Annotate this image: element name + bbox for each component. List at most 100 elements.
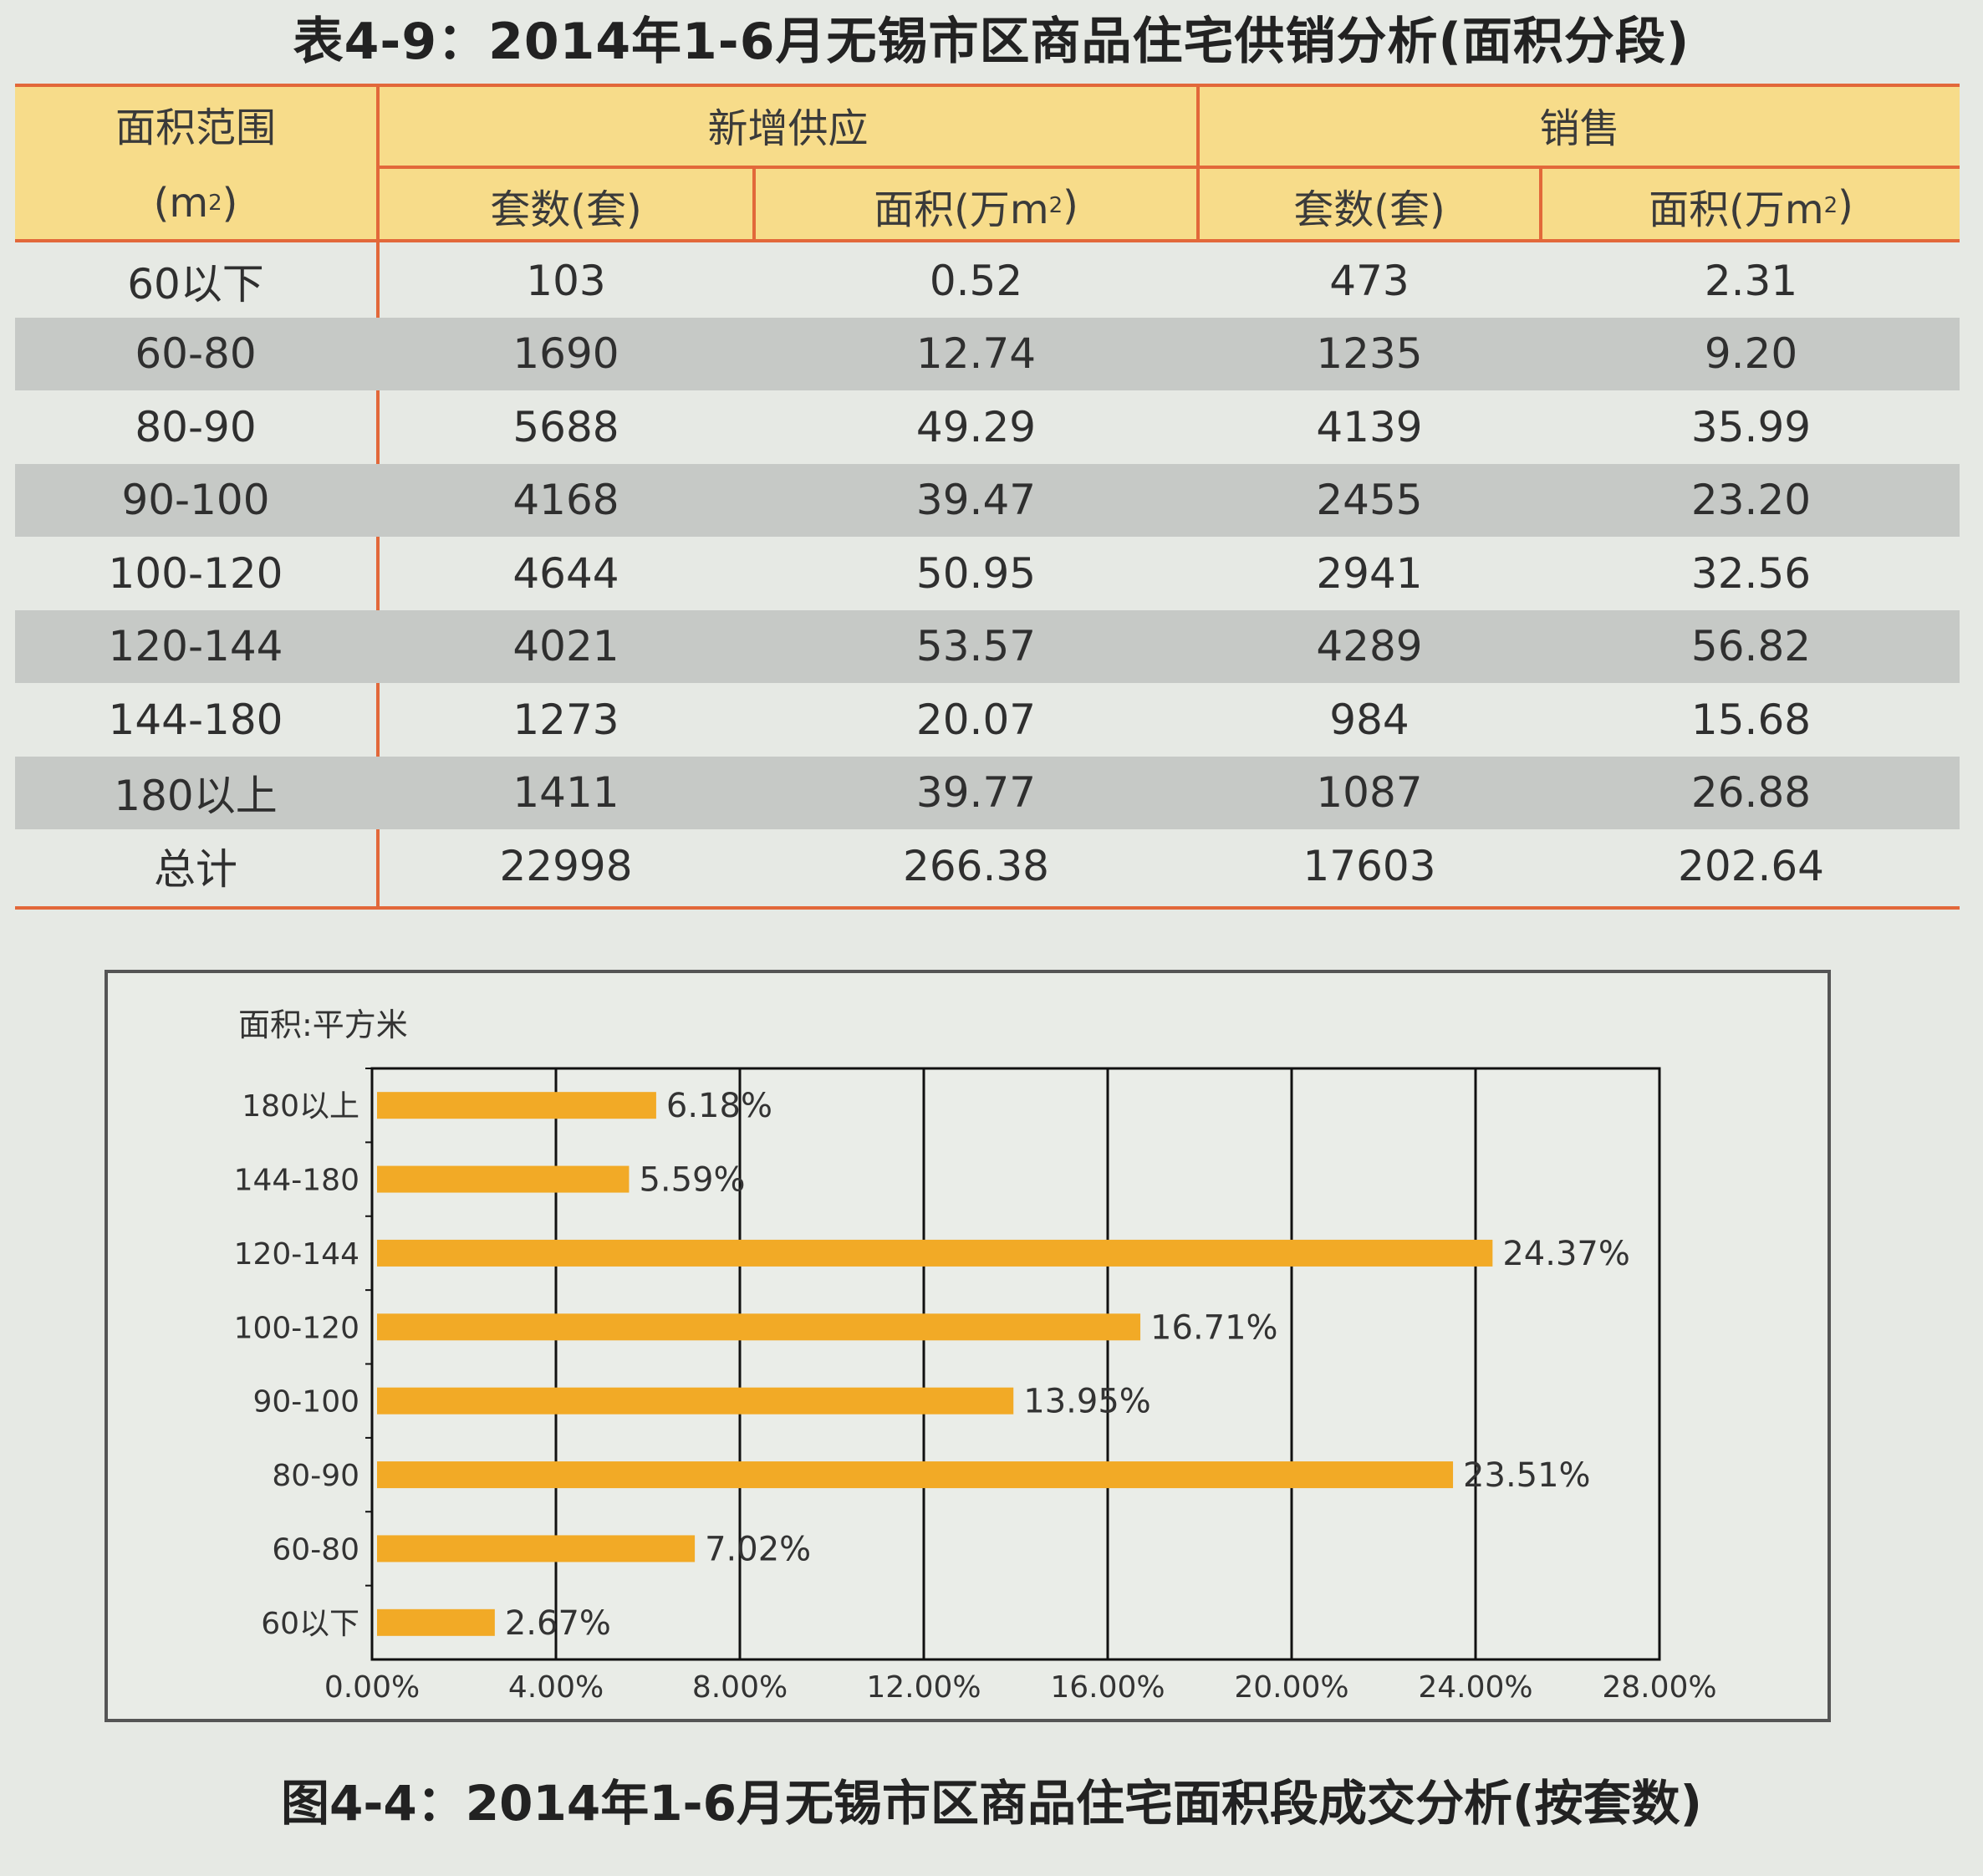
table-cell-range: 100-120 [108,548,283,598]
table-cell-supply-units: 22998 [499,841,633,890]
table-cell-sales-units: 4289 [1316,622,1423,670]
table-cell-supply-area: 0.52 [929,256,1023,305]
data-label: 6.18% [666,1087,772,1125]
table-row: 144-180 1273 20.07 984 15.68 [15,683,1960,756]
supply-units-header: 套数(套) [490,186,642,233]
x-tick-label: 24.00% [1418,1670,1532,1705]
x-tick-label: 20.00% [1234,1670,1348,1705]
y-tick-label: 80-90 [272,1459,359,1493]
table-cell-sales-units: 2941 [1316,548,1423,598]
table-cell-sales-area: 15.68 [1690,695,1812,744]
table-cell-supply-units: 5688 [512,402,619,451]
table-cell-sales-area: 202.64 [1678,841,1824,890]
table-row: 80-90 5688 49.29 4139 35.99 [15,390,1960,463]
y-tick-label: 60-80 [272,1532,359,1567]
table-row: 180以上 1411 39.77 1087 26.88 [15,756,1960,829]
y-tick-label: 144-180 [234,1164,359,1198]
bar [377,1313,1141,1341]
data-label: 5.59% [639,1161,745,1200]
y-tick-label: 120-144 [234,1237,359,1272]
table-cell-range: 80-90 [135,402,257,451]
y-tick-label: 60以下 [261,1607,359,1641]
table-cell-sales-area: 9.20 [1704,329,1798,378]
table-row: 120-144 4021 53.57 4289 56.82 [15,609,1960,683]
table-cell-supply-area: 12.74 [915,329,1037,378]
bar [377,1092,656,1119]
data-label: 24.37% [1502,1235,1630,1273]
table-cell-supply-area: 53.57 [915,622,1037,670]
sales-area-header: 面积(万m 2) [1649,182,1853,233]
plot-area [370,1067,1661,1661]
x-tick-label: 12.00% [866,1670,981,1705]
table-row: 60-80 1690 12.74 1235 9.20 [15,317,1960,390]
table-cell-sales-units: 17603 [1302,841,1436,890]
table-cell-range: 144-180 [108,695,283,744]
table-cell-supply-area: 266.38 [903,841,1049,890]
y-tick-label: 90-100 [252,1385,359,1420]
table-cell-sales-units: 473 [1329,256,1410,305]
table-cell-sales-units: 4139 [1316,402,1423,451]
table-cell-sales-units: 2455 [1316,476,1423,524]
table-cell-sales-area: 23.20 [1690,476,1812,524]
table-cell-sales-area: 2.31 [1704,256,1798,305]
table-cell-sales-area: 32.56 [1690,548,1812,598]
bar [377,1461,1454,1489]
table-cell-range: 180以上 [114,772,278,820]
bar [377,1239,1493,1267]
bar [377,1608,495,1636]
data-label: 2.67% [505,1604,611,1643]
table-row: 总计 22998 266.38 17603 202.64 [15,829,1960,902]
x-tick-label: 28.00% [1602,1670,1716,1705]
table-cell-range: 90-100 [121,476,270,524]
bar [377,1387,1014,1415]
data-label: 13.95% [1023,1383,1151,1421]
table-cell-supply-area: 39.77 [915,768,1037,817]
table-cell-range: 120-144 [108,622,283,670]
supply-area-header: 面积(万m 2) [874,182,1078,233]
sales-units-header: 套数(套) [1293,186,1445,233]
table-cell-supply-units: 103 [526,256,606,305]
y-tick-label: 100-120 [234,1311,359,1345]
x-tick-label: 4.00% [508,1670,604,1705]
table-cell-supply-units: 4168 [512,476,619,524]
data-label: 7.02% [705,1530,811,1568]
data-label: 23.51% [1463,1456,1591,1495]
x-tick-label: 8.00% [692,1670,788,1705]
x-tick-label: 16.00% [1050,1670,1165,1705]
supply-sales-table: 面积范围 (m 2) 新增供应 销售 套数(套) 面积(万m 2) 套数(套) 面积… [15,84,1960,911]
table-cell-supply-units: 4021 [512,622,619,670]
area-range-header: 面积范围 [115,104,276,151]
table-cell-supply-units: 1690 [512,329,619,378]
x-tick-label: 0.00% [324,1670,420,1705]
bar [377,1535,696,1562]
table-header [15,84,1960,242]
y-axis-unit-label: 面积:平方米 [238,1007,408,1043]
table-cell-supply-units: 1273 [512,695,619,744]
sales-group-header: 销售 [1539,105,1620,152]
bar [377,1165,630,1193]
table-cell-supply-area: 50.95 [915,548,1037,598]
table-cell-sales-area: 26.88 [1690,768,1812,817]
table-cell-supply-area: 49.29 [915,402,1037,451]
table-cell-supply-units: 4644 [512,548,619,598]
table-title: 表4-9：2014年1-6月无锡市区商品住宅供销分析(面积分段) [293,13,1690,71]
chart-caption: 图4-4：2014年1-6月无锡市区商品住宅面积段成交分析(按套数) [280,1775,1702,1832]
table-row: 60以下 103 0.52 473 2.31 [15,244,1960,317]
y-tick-label: 180以上 [242,1089,359,1124]
table-cell-sales-units: 984 [1329,695,1410,744]
table-cell-range: 总计 [154,844,237,894]
table-cell-supply-area: 20.07 [915,695,1037,744]
table-cell-sales-area: 35.99 [1690,402,1812,451]
table-cell-sales-units: 1235 [1316,329,1423,378]
table-cell-sales-area: 56.82 [1690,622,1812,670]
table-row: 90-100 4168 39.47 2455 23.20 [15,463,1960,537]
area-unit-header: (m 2) [153,179,238,227]
table-cell-range: 60以下 [127,259,264,308]
table-cell-supply-units: 1411 [512,768,619,817]
table-cell-range: 60-80 [135,329,257,378]
supply-group-header: 新增供应 [707,105,869,152]
table-row: 100-120 4644 50.95 2941 32.56 [15,537,1960,609]
data-label: 16.71% [1150,1308,1278,1347]
table-cell-sales-units: 1087 [1316,768,1423,817]
